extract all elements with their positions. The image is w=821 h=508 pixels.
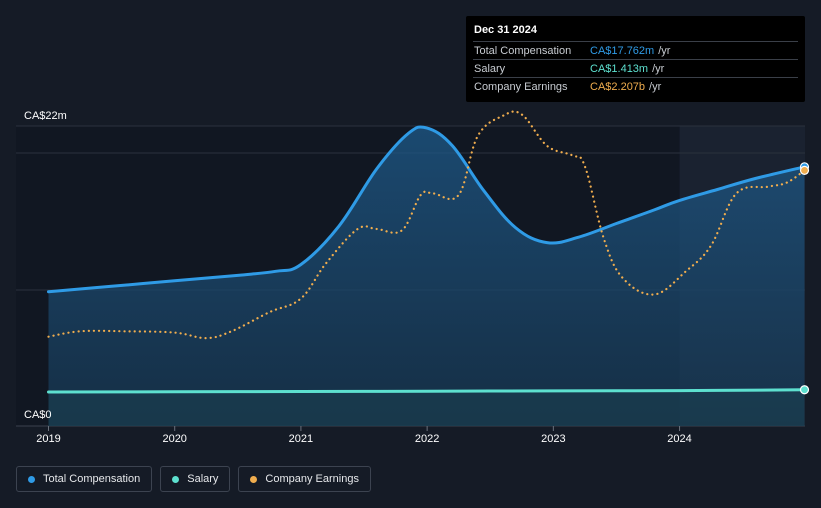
tooltip-date: Dec 31 2024 [474, 24, 537, 36]
tooltip-unit: /yr [658, 44, 671, 57]
y-tick-label: CA$22m [24, 110, 67, 122]
x-tick-label: 2022 [415, 433, 439, 445]
x-tick-label: 2024 [667, 433, 691, 445]
series-lines [47, 110, 806, 394]
legend-label: Salary [187, 473, 219, 485]
tooltip-row-company-earnings: Company Earnings CA$2.207b /yr [473, 77, 798, 95]
tooltip-label: Company Earnings [474, 80, 568, 93]
tooltip-value: CA$2.207b [590, 80, 646, 93]
legend-item-company-earnings[interactable]: Company Earnings [238, 466, 371, 492]
legend-label: Total Compensation [43, 473, 141, 485]
legend-label: Company Earnings [265, 473, 359, 485]
tooltip-value: CA$1.413m [590, 62, 649, 75]
x-tick-label: 2021 [289, 433, 313, 445]
legend-dot-icon [250, 475, 258, 483]
x-axis: 2019 2020 2021 2022 2023 2024 [36, 426, 692, 445]
line-total-compensation [47, 125, 806, 294]
area-total-compensation [48, 126, 805, 427]
x-tick-label: 2020 [162, 433, 186, 445]
hover-tooltip: Dec 31 2024 Total Compensation CA$17.762… [466, 16, 805, 102]
y-tick-label: CA$0 [24, 409, 52, 421]
series-areas [48, 126, 805, 427]
legend-item-salary[interactable]: Salary [160, 466, 231, 492]
x-tick-label: 2023 [541, 433, 565, 445]
legend-dot-icon [28, 475, 35, 483]
tooltip-unit: /yr [652, 62, 665, 75]
y-axis-labels: CA$0 CA$22m [24, 110, 67, 421]
marker-salary [799, 385, 810, 395]
tooltip-label: Total Compensation [474, 44, 572, 57]
chart-legend: Total Compensation Salary Company Earnin… [16, 466, 371, 492]
tooltip-label: Salary [474, 62, 506, 75]
line-company-earnings [47, 110, 806, 340]
end-markers [799, 162, 810, 395]
area-salary [48, 389, 805, 426]
legend-item-total-compensation[interactable]: Total Compensation [16, 466, 153, 492]
line-salary [47, 388, 806, 394]
tooltip-value: CA$17.762m [590, 44, 655, 57]
tooltip-unit: /yr [649, 80, 662, 93]
marker-company-earnings [799, 165, 810, 175]
tooltip-row-total-compensation: Total Compensation CA$17.762m /yr [473, 41, 798, 59]
x-tick-label: 2019 [36, 433, 60, 445]
tooltip-row-salary: Salary CA$1.413m /yr [473, 59, 798, 77]
legend-dot-icon [172, 475, 180, 483]
